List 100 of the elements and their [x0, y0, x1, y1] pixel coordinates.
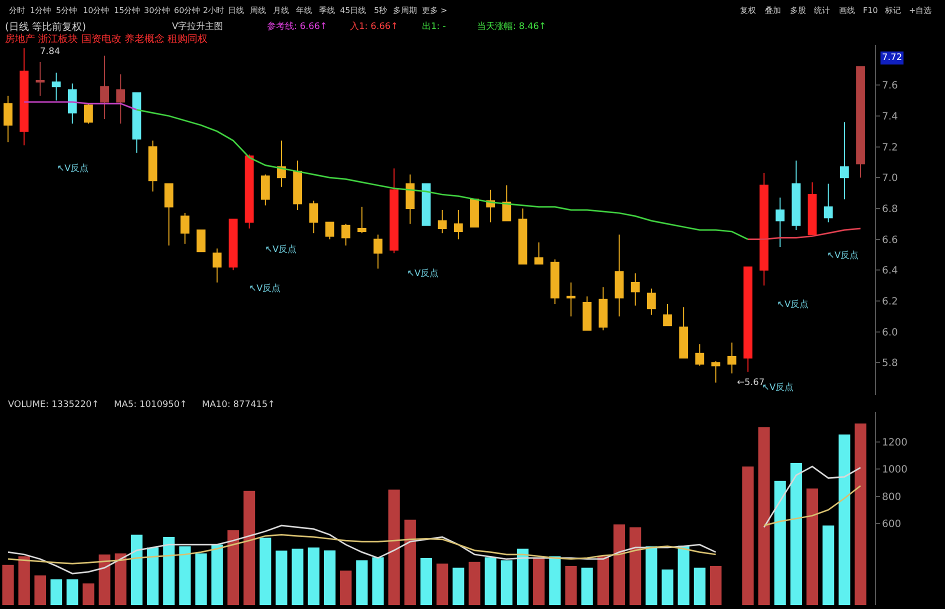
bar: [742, 466, 754, 605]
text: 标记: [884, 6, 901, 15]
candlestick: [808, 182, 817, 236]
text: 画线: [839, 6, 855, 15]
bar: [244, 490, 256, 605]
bar: [388, 490, 400, 605]
candlestick: [132, 92, 142, 154]
candlestick: [792, 160, 801, 231]
bar: [179, 546, 191, 605]
annotation: ↖V反点: [762, 382, 794, 393]
bar: [806, 488, 818, 605]
text: MA10: 877415↑: [202, 400, 276, 410]
y-tick-label: 7.0: [882, 173, 898, 184]
candlestick: [84, 103, 93, 124]
text: 复权: [740, 6, 756, 15]
bar: [260, 538, 272, 605]
annotation: ↖V反点: [827, 250, 859, 261]
text: 多周期: [393, 6, 417, 15]
bar: [533, 558, 545, 605]
line-series: [747, 228, 862, 240]
text: 周线: [250, 6, 266, 15]
bar: [452, 568, 464, 605]
text: 月线: [273, 6, 289, 15]
bar: [356, 560, 368, 605]
candlestick: [502, 184, 512, 222]
text: 7.72: [882, 53, 902, 63]
bar: [630, 527, 642, 605]
text: 2小时: [203, 6, 224, 15]
candlestick: [776, 197, 785, 248]
candlestick: [630, 272, 640, 306]
candlestick: [422, 183, 431, 226]
bar: [613, 524, 626, 605]
candlestick: [293, 160, 302, 210]
candlestick: [406, 174, 415, 224]
bar: [420, 558, 432, 605]
candlestick: [663, 304, 672, 326]
candlestick: [695, 344, 704, 366]
bar: [484, 557, 496, 605]
candlestick: [743, 266, 752, 372]
bar: [66, 579, 78, 605]
text: 入1: 6.66↑: [350, 21, 398, 32]
candlestick: [614, 234, 624, 317]
bar: [292, 548, 304, 605]
text: 日线: [228, 6, 244, 15]
bar: [854, 424, 866, 605]
candlestick: [36, 61, 45, 96]
bar: [549, 556, 561, 605]
candlestick: [244, 154, 254, 229]
y-tick-label: 6.4: [882, 266, 898, 277]
y-tick-label: 5.8: [882, 358, 898, 370]
y-tick-label: 600: [882, 518, 902, 530]
bar: [195, 553, 207, 605]
annotation: ↖V反点: [407, 268, 439, 279]
candlestick: [212, 248, 222, 283]
chart-subtitle: 房地产 浙江板块 国资电改 养老概念 租购同权: [5, 33, 208, 45]
candlestick: [52, 72, 61, 102]
text: 多股: [790, 6, 806, 15]
bar: [308, 548, 320, 605]
bar: [516, 548, 529, 605]
candlestick: [196, 230, 206, 252]
bar: [500, 560, 512, 605]
bar: [838, 434, 850, 605]
bar: [468, 562, 480, 605]
bar: [82, 583, 94, 605]
candlestick: [341, 223, 350, 246]
annotation: ↖V反点: [249, 283, 281, 294]
candlestick: [711, 360, 720, 384]
candlestick: [438, 209, 447, 234]
candlestick: [598, 286, 608, 331]
bar: [565, 566, 577, 605]
candlestick: [470, 198, 479, 228]
candlestick: [679, 306, 688, 358]
y-tick-label: 7.4: [882, 111, 898, 122]
candlestick: [277, 140, 286, 188]
bar: [2, 564, 14, 605]
candlestick: [180, 212, 190, 244]
bar: [34, 575, 46, 605]
text: 15分钟: [114, 6, 140, 15]
text: 叠加: [765, 6, 781, 15]
bar: [758, 427, 770, 605]
text: V字拉升主图: [172, 21, 224, 32]
candlestick: [228, 218, 238, 271]
y-tick-label: 7.6: [882, 80, 898, 92]
y-tick-label: 6.2: [882, 296, 898, 308]
bar: [581, 568, 593, 605]
bar: [163, 537, 175, 605]
text: +自选: [909, 6, 932, 15]
candlestick: [840, 122, 849, 200]
bar: [436, 564, 448, 605]
y-tick-label: 6.6: [882, 234, 898, 246]
bar: [662, 570, 674, 605]
bar: [147, 548, 159, 605]
bar: [790, 462, 802, 605]
text: 年线: [296, 6, 312, 15]
bar: [372, 557, 384, 605]
bar: [276, 550, 288, 605]
candlestick: [534, 242, 544, 264]
candlestick: [357, 206, 366, 234]
text: 更多 >: [422, 6, 448, 15]
candlestick: [582, 296, 592, 331]
